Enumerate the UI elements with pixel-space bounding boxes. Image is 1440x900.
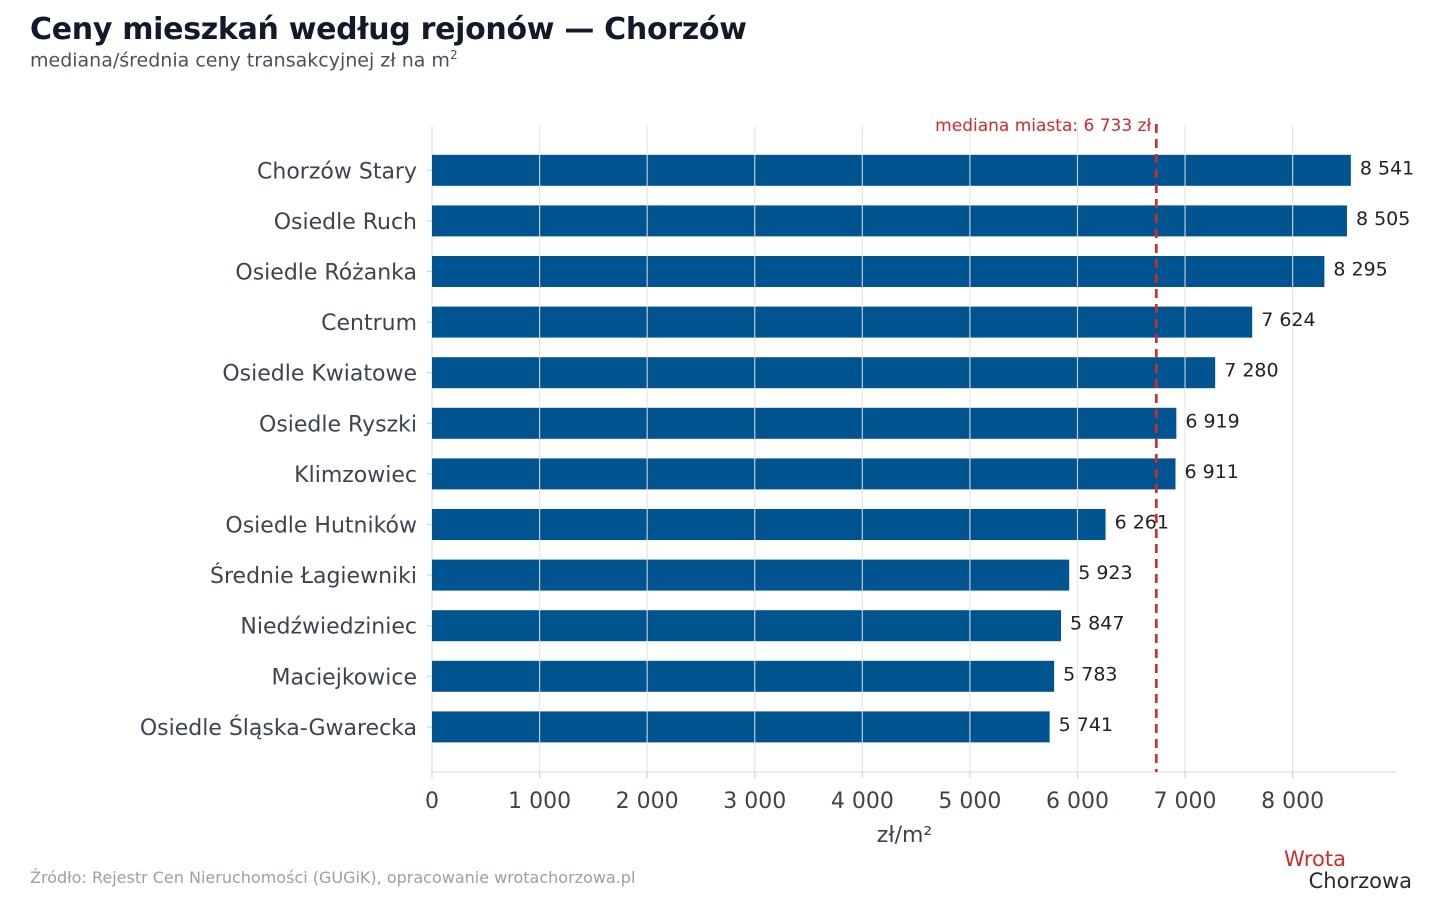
bar-5 xyxy=(432,407,1177,439)
value-label-6: 6 911 xyxy=(1184,461,1238,483)
subtitle-text: mediana/średnia ceny transakcyjnej zł na… xyxy=(30,49,450,72)
category-label-4: Osiedle Kwiatowe xyxy=(222,362,417,387)
value-label-4: 7 280 xyxy=(1224,360,1278,382)
value-label-8: 5 923 xyxy=(1078,562,1132,584)
logo-line-2: Chorzowa xyxy=(1308,869,1412,893)
category-label-5: Osiedle Ryszki xyxy=(259,412,417,437)
x-tick-label-2: 2 000 xyxy=(616,789,679,814)
brand-logo: Wrota Chorzowa xyxy=(1284,848,1412,892)
category-label-9: Niedźwiedziniec xyxy=(240,615,417,640)
bar-1 xyxy=(432,205,1347,237)
category-label-10: Maciejkowice xyxy=(272,665,417,690)
logo-line-1: Wrota xyxy=(1284,847,1346,871)
category-label-8: Średnie Łagiewniki xyxy=(210,563,417,589)
bar-4 xyxy=(432,357,1216,389)
category-label-11: Osiedle Śląska-Gwarecka xyxy=(140,715,417,741)
bar-9 xyxy=(432,610,1062,642)
chart-title: Ceny mieszkań według rejonów — Chorzów xyxy=(30,12,747,47)
category-label-6: Klimzowiec xyxy=(294,463,417,488)
bar-6 xyxy=(432,458,1176,490)
x-tick-label-3: 3 000 xyxy=(723,789,786,814)
value-label-1: 8 505 xyxy=(1356,208,1410,230)
bar-2 xyxy=(432,256,1325,287)
x-tick-label-6: 6 000 xyxy=(1046,789,1109,814)
chart-subtitle: mediana/średnia ceny transakcyjnej zł na… xyxy=(30,48,458,71)
value-label-2: 8 295 xyxy=(1333,259,1387,281)
x-tick-label-0: 0 xyxy=(425,789,439,814)
value-label-9: 5 847 xyxy=(1070,613,1124,635)
subtitle-superscript: 2 xyxy=(449,48,458,62)
value-label-5: 6 919 xyxy=(1185,410,1239,432)
bar-8 xyxy=(432,559,1070,591)
bar-3 xyxy=(432,306,1253,338)
category-label-7: Osiedle Hutników xyxy=(225,514,417,539)
category-label-0: Chorzów Stary xyxy=(257,159,417,184)
bar-10 xyxy=(432,660,1055,692)
value-label-0: 8 541 xyxy=(1360,157,1414,179)
source-note: Źródło: Rejestr Cen Nieruchomości (GUGiK… xyxy=(30,868,636,887)
x-tick-label-4: 4 000 xyxy=(831,789,894,814)
x-tick-label-8: 8 000 xyxy=(1261,789,1324,814)
value-label-10: 5 783 xyxy=(1063,663,1117,685)
value-label-3: 7 624 xyxy=(1261,309,1315,331)
x-tick-label-7: 7 000 xyxy=(1154,789,1217,814)
category-label-3: Centrum xyxy=(321,311,417,336)
bar-7 xyxy=(432,509,1106,540)
category-label-1: Osiedle Ruch xyxy=(274,210,417,235)
x-tick-label-1: 1 000 xyxy=(508,789,571,814)
value-label-7: 6 261 xyxy=(1115,512,1169,534)
bar-0 xyxy=(432,154,1351,186)
x-axis-label: zł/m² xyxy=(877,823,932,848)
x-tick-label-5: 5 000 xyxy=(938,789,1001,814)
category-label-2: Osiedle Różanka xyxy=(235,261,417,286)
value-label-11: 5 741 xyxy=(1059,714,1113,736)
bar-11 xyxy=(432,711,1050,743)
median-label: mediana miasta: 6 733 zł xyxy=(935,116,1151,136)
